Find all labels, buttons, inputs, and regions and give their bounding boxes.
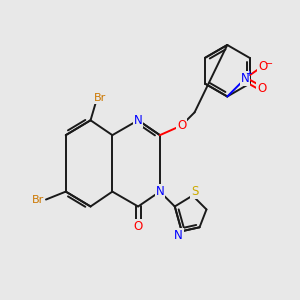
Text: O: O <box>258 60 268 73</box>
Text: S: S <box>191 185 198 198</box>
Text: O: O <box>257 82 267 95</box>
Text: O: O <box>134 220 143 233</box>
Text: N: N <box>174 229 183 242</box>
Text: −: − <box>265 59 273 69</box>
Text: N: N <box>241 72 250 85</box>
Text: +: + <box>246 69 253 78</box>
Text: N: N <box>134 114 142 127</box>
Text: N: N <box>155 185 164 198</box>
Text: O: O <box>177 119 186 132</box>
Text: Br: Br <box>32 194 44 205</box>
Text: Br: Br <box>94 94 106 103</box>
